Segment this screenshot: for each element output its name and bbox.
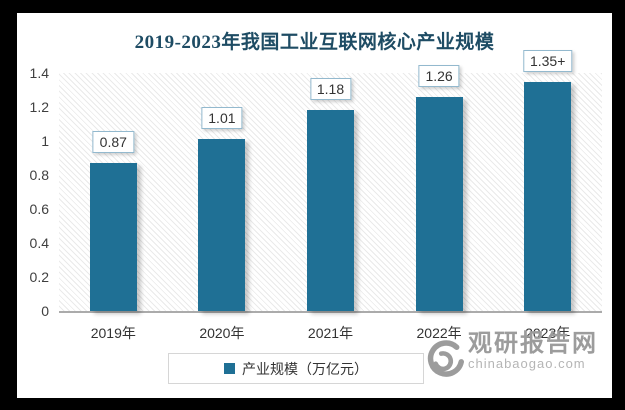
chart-canvas: 2019-2023年我国工业互联网核心产业规模 0 0.2 0.4 0.6 0.… bbox=[17, 13, 612, 398]
x-axis-label: 2020年 bbox=[199, 325, 245, 341]
bar-value-label: 1.18 bbox=[309, 78, 352, 101]
x-axis-label: 2023年 bbox=[525, 325, 571, 341]
legend-label: 产业规模（万亿元） bbox=[242, 360, 368, 377]
watermark-domain: chinabaogao.com bbox=[468, 356, 586, 371]
legend-marker-icon bbox=[224, 363, 235, 374]
legend: 产业规模（万亿元） bbox=[168, 353, 424, 384]
y-axis-tick: 1.4 bbox=[29, 65, 49, 81]
y-axis-tick: 1.2 bbox=[29, 99, 49, 115]
bar-value-label: 1.35+ bbox=[522, 49, 573, 72]
x-axis-label: 2021年 bbox=[307, 325, 354, 341]
bar-2019 bbox=[89, 163, 137, 311]
bar-value-label: 1.26 bbox=[418, 64, 460, 87]
x-axis-label: 2019年 bbox=[90, 325, 136, 341]
bar-value-label: 0.87 bbox=[92, 131, 134, 154]
bar-2020 bbox=[198, 139, 246, 311]
y-axis-tick: 1 bbox=[41, 133, 49, 149]
y-axis-tick: 0.8 bbox=[29, 167, 49, 183]
chart-title: 2019-2023年我国工业互联网核心产业规模 bbox=[134, 32, 495, 53]
x-axis-label: 2022年 bbox=[416, 325, 462, 341]
swirl-logo-icon bbox=[422, 339, 464, 386]
bar-value-label: 1.01 bbox=[201, 107, 243, 130]
y-axis-tick: 0 bbox=[41, 303, 49, 319]
y-axis-tick: 0.4 bbox=[29, 235, 49, 251]
bar-2021 bbox=[307, 110, 354, 311]
bar-2022 bbox=[415, 96, 463, 311]
bar-2023 bbox=[524, 81, 572, 311]
y-axis-tick: 0.6 bbox=[29, 201, 49, 217]
y-axis-tick: 0.2 bbox=[29, 269, 49, 285]
